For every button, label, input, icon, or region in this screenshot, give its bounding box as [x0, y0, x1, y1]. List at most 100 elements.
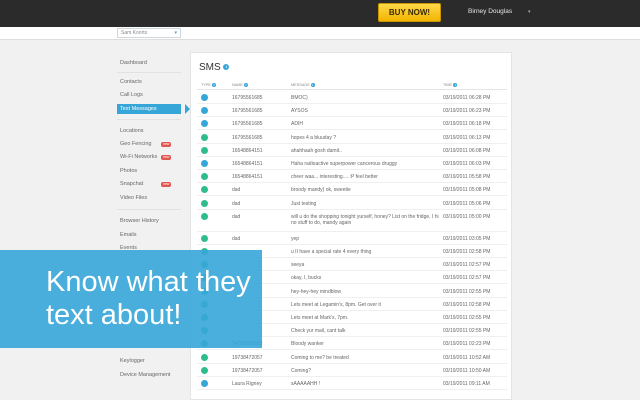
cell-message: Check yur mail, cant talk — [291, 328, 346, 335]
sidebar-item-contacts[interactable]: Contacts — [120, 79, 142, 85]
outgoing-message-icon — [201, 186, 208, 194]
info-icon[interactable]: i — [223, 64, 230, 71]
divider — [117, 72, 181, 73]
chevron-down-icon: ▾ — [174, 30, 177, 36]
sidebar-item-text-messages[interactable]: Text Messages — [117, 104, 190, 114]
table-row[interactable]: 16548864151 cheer waa... interesting.... … — [197, 170, 507, 184]
sidebar-item-events[interactable]: Events — [120, 245, 137, 251]
column-header-time[interactable]: TIME i — [443, 83, 458, 87]
device-select[interactable]: Sam Koorts ▾ — [117, 28, 181, 38]
user-menu[interactable]: Birney Douglas — [468, 8, 513, 15]
sidebar-item-device-management[interactable]: Device Management — [120, 372, 171, 378]
sidebar-item-emails[interactable]: Emails — [120, 232, 137, 238]
cell-message: Coming? — [291, 367, 312, 374]
cell-name: 16795561685 — [232, 121, 263, 128]
table-row[interactable]: dad broody mandy) ok, sweetie 03/19/2011 0… — [197, 183, 507, 197]
cell-time: 03/19/2011 03:05 PM — [443, 235, 491, 242]
outgoing-message-icon — [201, 212, 208, 220]
cell-time: 03/19/2011 05:08 PM — [443, 187, 491, 194]
table-row[interactable]: 16795561685 hopes 4 a bluuday ? 03/19/2011… — [197, 131, 507, 144]
cell-time: 03/19/2011 02:23 PM — [443, 341, 491, 348]
cell-time: 03/19/2011 06:03 PM — [443, 161, 491, 167]
sidebar-item-geo-fencing[interactable]: Geo Fencing — [120, 141, 152, 147]
cell-name: dad — [232, 213, 241, 220]
cell-message: broody mandy) ok, sweetie — [291, 187, 351, 194]
outgoing-message-icon — [201, 133, 208, 141]
new-badge: new — [161, 155, 172, 160]
table-row[interactable]: 16795561685 BMOC) 03/19/2011 06:28 PM — [197, 91, 507, 104]
sidebar-item-keylogger[interactable]: Keylogger — [120, 358, 145, 364]
cell-time: 03/19/2011 02:58 PM — [443, 301, 491, 308]
cell-time: 03/19/2011 09:11 AM — [443, 381, 490, 387]
incoming-message-icon — [201, 160, 208, 167]
cell-name: 19738472057 — [232, 367, 263, 374]
cell-message: Bloody wanker — [291, 341, 324, 348]
cell-message: okay, I, bucks — [291, 275, 322, 282]
cell-time: 03/19/2011 10:50 AM — [443, 367, 491, 374]
table-row[interactable]: dad yep 03/19/2011 03:05 PM — [197, 232, 507, 245]
sidebar-item-photos[interactable]: Photos — [120, 168, 138, 174]
incoming-message-icon — [201, 94, 208, 101]
info-icon: i — [453, 83, 458, 87]
cell-message: BMOC) — [291, 95, 308, 101]
cell-time: 03/19/2011 02:58 PM — [443, 249, 491, 255]
table-row[interactable]: 16795561685 AYSOS 03/19/2011 06:23 PM — [197, 104, 507, 118]
divider — [117, 119, 181, 120]
cell-message: Coming to me? be treated — [291, 354, 349, 361]
column-header-type[interactable]: TYPE i — [201, 83, 216, 87]
cell-time: 03/19/2011 05:58 PM — [443, 174, 491, 181]
chevron-down-icon[interactable]: ▾ — [528, 9, 531, 15]
table-row[interactable]: Laura Rigney sAAAAAHH ! 03/19/2011 09:11 A… — [197, 377, 507, 390]
device-bar — [0, 27, 640, 40]
table-row[interactable]: 19738472057 Coming to me? be treated 03/19… — [197, 351, 507, 364]
sidebar-item-browser-history[interactable]: Browser History — [120, 218, 159, 224]
column-header-message[interactable]: MESSAGE i — [291, 83, 315, 87]
cell-message: Just testing — [291, 200, 317, 207]
cell-time: 03/19/2011 02:55 PM — [443, 328, 491, 335]
table-row[interactable]: dad Just testing 03/19/2011 05:06 PM — [197, 197, 507, 210]
sidebar-item-snapchat[interactable]: Snapchat — [120, 181, 144, 187]
sidebar-item-wifi-networks[interactable]: Wi-Fi Networks — [120, 154, 158, 160]
cell-name: 16795561685 — [232, 134, 263, 141]
cell-message: Haha radioactive superpower cancerous dr… — [291, 161, 398, 167]
sidebar-item-call-logs[interactable]: Call Logs — [120, 92, 143, 98]
table-row[interactable]: dad will u do the shopping tonight yursel… — [197, 210, 507, 232]
new-badge: new — [161, 182, 172, 187]
new-badge: new — [161, 142, 172, 147]
cell-message: Lets meet at Mark's, 7pm. — [291, 315, 349, 321]
cell-time: 03/19/2011 05:06 PM — [443, 200, 491, 207]
sidebar-item-label: Text Messages — [120, 106, 157, 112]
info-icon: i — [244, 83, 249, 87]
device-select-value: Sam Koorts — [121, 30, 148, 36]
cell-message: sAAAAAHH ! — [291, 381, 321, 387]
cell-time: 03/19/2011 06:13 PM — [443, 134, 491, 141]
promo-banner-text: Know what they text about! — [46, 266, 251, 331]
column-header-name[interactable]: NAME i — [232, 83, 249, 87]
table-row[interactable]: 19738472057 Coming? 03/19/2011 10:50 AM — [197, 364, 507, 377]
top-bar — [0, 0, 640, 27]
sidebar-item-dashboard[interactable]: Dashboard — [120, 60, 147, 66]
table-row[interactable]: 16548864151 Haha radioactive superpower c… — [197, 157, 507, 170]
outgoing-message-icon — [201, 199, 208, 207]
cell-time: 03/19/2011 02:57 PM — [443, 262, 491, 269]
sidebar: Dashboard Contacts Call Logs Text Messag… — [113, 52, 190, 400]
sidebar-item-locations[interactable]: Locations — [120, 128, 144, 134]
cell-time: 03/19/2011 02:57 PM — [443, 275, 491, 282]
cell-time: 03/19/2011 05:00 PM — [443, 213, 491, 220]
table-row[interactable]: 16548864151 ahahhaah gosh damit.. 03/19/20… — [197, 144, 507, 157]
incoming-message-icon — [201, 107, 208, 115]
cell-time: 03/19/2011 06:28 PM — [443, 95, 491, 101]
cell-time: 03/19/2011 02:55 PM — [443, 315, 491, 321]
cell-message: hey-hey-hey mindblow — [291, 288, 342, 295]
info-icon: i — [310, 83, 315, 87]
cell-message: u II have a special rate 4 every thing — [291, 249, 372, 255]
cell-name: 16548864151 — [232, 161, 263, 167]
outgoing-message-icon — [201, 234, 208, 242]
table-row[interactable]: 16795561685 ADIH 03/19/2011 06:18 PM — [197, 117, 507, 131]
cell-message: hopes 4 a bluuday ? — [291, 134, 337, 141]
buy-now-button[interactable]: BUY NOW! — [378, 3, 441, 22]
sidebar-item-video-files[interactable]: Video Files — [120, 195, 148, 201]
cell-time: 03/19/2011 06:23 PM — [443, 108, 491, 115]
cell-time: 03/19/2011 02:55 PM — [443, 288, 491, 295]
divider — [197, 89, 507, 90]
